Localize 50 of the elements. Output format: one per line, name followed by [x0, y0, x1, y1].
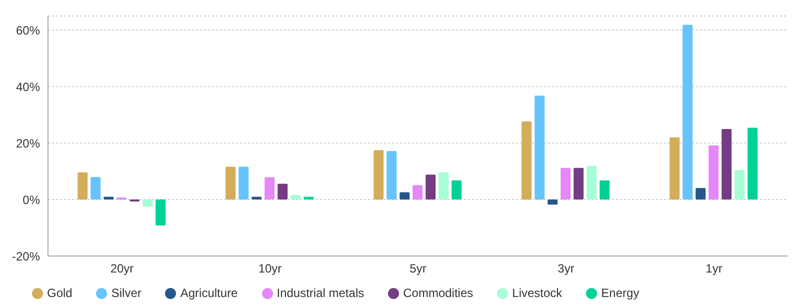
x-tick-label: 10yr [258, 262, 282, 276]
bar [438, 172, 449, 200]
x-tick-label: 5yr [410, 262, 426, 276]
y-tick-label: 40% [16, 80, 40, 94]
bar [452, 180, 462, 200]
bar [156, 200, 166, 226]
bar [586, 166, 597, 200]
y-tick-label: 0% [22, 192, 40, 207]
legend-label: Commodities [403, 286, 474, 300]
bar [734, 170, 745, 200]
legend-label: Livestock [512, 286, 562, 300]
legend-label: Agriculture [180, 286, 238, 300]
bar [722, 128, 732, 200]
x-tick-label: 20yr [110, 262, 134, 276]
x-tick-label: 3yr [558, 262, 574, 276]
bar [522, 121, 532, 200]
bar [426, 174, 436, 200]
bar [142, 200, 153, 207]
bar [600, 180, 610, 200]
bar [90, 176, 101, 200]
bar [278, 184, 288, 200]
y-tick-label: -20% [12, 249, 40, 264]
bar [374, 150, 384, 200]
y-tick-label: 60% [16, 23, 40, 38]
bar [670, 137, 680, 200]
bar [226, 166, 236, 200]
bar [548, 200, 558, 205]
bar [574, 168, 584, 200]
legend-label: Industrial metals [276, 286, 364, 300]
bar [534, 96, 545, 200]
x-tick-label: 1yr [706, 262, 722, 276]
bar [400, 192, 410, 200]
bar [386, 150, 397, 200]
bar [78, 172, 88, 200]
bar [412, 185, 423, 200]
bar [264, 177, 275, 200]
y-tick-label: 20% [16, 136, 40, 150]
bar [696, 188, 706, 200]
bar [748, 128, 758, 200]
bar [104, 196, 114, 200]
bar [304, 196, 314, 200]
bar [560, 168, 571, 200]
bar [290, 195, 301, 200]
legend-label: Silver [111, 286, 142, 300]
bar [682, 24, 693, 200]
bar [252, 196, 262, 200]
legend-label: Gold [47, 286, 72, 300]
bar [708, 145, 719, 200]
legend-label: Energy [601, 286, 640, 300]
bar [238, 166, 249, 200]
